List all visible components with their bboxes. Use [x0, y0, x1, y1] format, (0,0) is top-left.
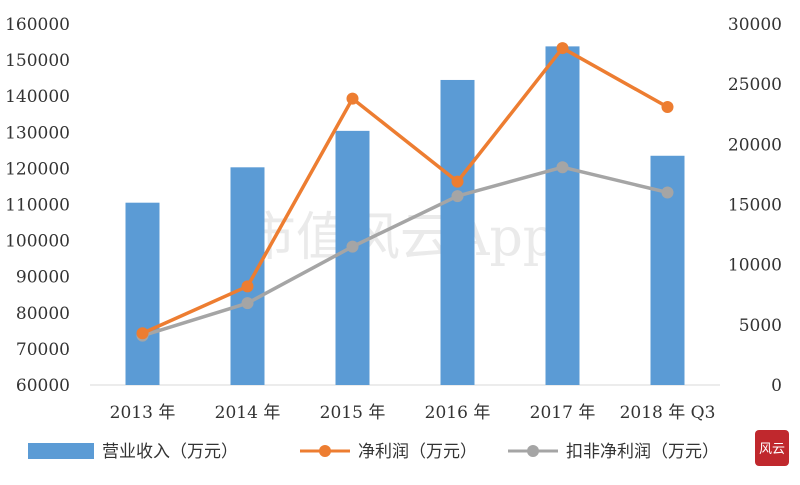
watermark: 市值风云App	[244, 208, 556, 268]
left-tick-label: 150000	[5, 51, 70, 71]
seal-box	[755, 430, 789, 466]
bar	[335, 130, 370, 385]
bar-series	[125, 46, 685, 386]
left-tick-label: 110000	[5, 196, 70, 216]
legend-swatch	[28, 443, 94, 459]
seal-text: 风云	[759, 442, 785, 457]
left-tick-label: 80000	[16, 304, 70, 324]
legend-marker	[319, 445, 331, 457]
right-axis: 0 5000 10000 15000 20000 25000 30000	[728, 15, 782, 396]
right-tick-label: 5000	[739, 316, 782, 336]
left-tick-label: 140000	[5, 87, 70, 107]
line-series	[136, 42, 674, 342]
series-line	[140, 46, 670, 336]
data-point	[346, 240, 359, 253]
bar	[125, 202, 160, 385]
right-tick-label: 30000	[728, 15, 782, 35]
category-label: 2015 年	[320, 403, 386, 423]
legend-label: 扣非净利润（万元）	[566, 442, 719, 462]
left-tick-label: 90000	[16, 268, 70, 288]
right-tick-label: 25000	[728, 75, 782, 95]
data-point	[136, 327, 149, 340]
left-tick-label: 100000	[5, 232, 70, 252]
left-tick-label: 160000	[5, 15, 70, 35]
bar	[230, 167, 265, 385]
left-tick-label: 60000	[16, 376, 70, 396]
bar	[545, 46, 580, 386]
data-point	[346, 92, 359, 105]
data-point	[556, 42, 569, 55]
legend-label: 净利润（万元）	[358, 442, 477, 462]
data-point	[451, 190, 464, 203]
category-label: 2017 年	[530, 403, 596, 423]
series-line	[140, 165, 670, 338]
category-label: 2014 年	[215, 403, 281, 423]
legend-marker	[527, 445, 539, 457]
category-label: 2018 年 Q3	[620, 403, 716, 423]
data-point	[556, 161, 569, 174]
seal-logo: 风云	[755, 430, 789, 466]
right-tick-label: 20000	[728, 135, 782, 155]
bar	[440, 79, 475, 385]
watermark-text: 市值风云App	[244, 208, 556, 268]
left-tick-label: 70000	[16, 340, 70, 360]
category-axis: 2013 年 2014 年 2015 年 2016 年 2017 年 2018 年 Q3	[110, 403, 716, 423]
data-point	[241, 297, 254, 310]
category-label: 2013 年	[110, 403, 176, 423]
left-tick-label: 120000	[5, 159, 70, 179]
left-axis: 60000 70000 80000 90000 100000 110000 120000 13…	[5, 15, 720, 396]
category-label: 2016 年	[425, 403, 491, 423]
right-tick-label: 10000	[728, 256, 782, 276]
legend: 营业收入（万元） 净利润（万元） 扣非净利润（万元）	[28, 442, 719, 462]
data-point	[241, 280, 254, 293]
data-point	[661, 101, 674, 114]
right-tick-label: 0	[771, 376, 782, 396]
right-tick-label: 15000	[728, 196, 782, 216]
data-point	[451, 175, 464, 188]
legend-label: 营业收入（万元）	[102, 442, 238, 462]
data-point	[661, 186, 674, 199]
left-tick-label: 130000	[5, 123, 70, 143]
